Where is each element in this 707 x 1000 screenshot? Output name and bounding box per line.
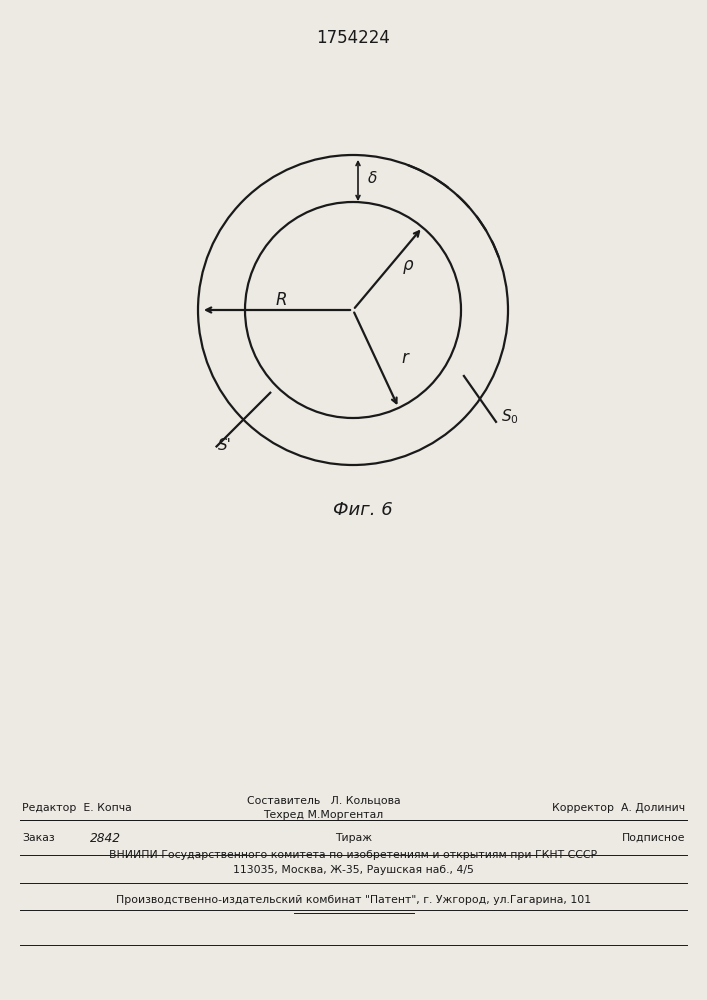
Text: Редактор  Е. Копча: Редактор Е. Копча — [22, 803, 132, 813]
Text: δ: δ — [368, 171, 378, 186]
Text: Составитель   Л. Кольцова: Составитель Л. Кольцова — [247, 796, 400, 806]
Text: R: R — [275, 291, 287, 309]
Text: 2842: 2842 — [90, 832, 121, 844]
Text: Корректор  А. Долинич: Корректор А. Долинич — [552, 803, 685, 813]
Text: Фиг. 6: Фиг. 6 — [333, 501, 393, 519]
Text: 1754224: 1754224 — [317, 29, 390, 47]
Text: Заказ: Заказ — [22, 833, 54, 843]
Text: Производственно-издательский комбинат "Патент", г. Ужгород, ул.Гагарина, 101: Производственно-издательский комбинат "П… — [116, 895, 591, 905]
Text: Тираж: Тираж — [335, 833, 372, 843]
Text: S': S' — [218, 438, 231, 453]
Text: ВНИИПИ Государственного комитета по изобретениям и открытиям при ГКНТ СССР: ВНИИПИ Государственного комитета по изоб… — [110, 850, 597, 860]
Text: 113035, Москва, Ж-35, Раушская наб., 4/5: 113035, Москва, Ж-35, Раушская наб., 4/5 — [233, 865, 474, 875]
Text: Техред М.Моргентал: Техред М.Моргентал — [264, 810, 384, 820]
Text: $S_0$: $S_0$ — [501, 407, 519, 426]
Text: ρ: ρ — [403, 256, 414, 274]
Text: r: r — [402, 349, 409, 367]
Text: Подписное: Подписное — [621, 833, 685, 843]
